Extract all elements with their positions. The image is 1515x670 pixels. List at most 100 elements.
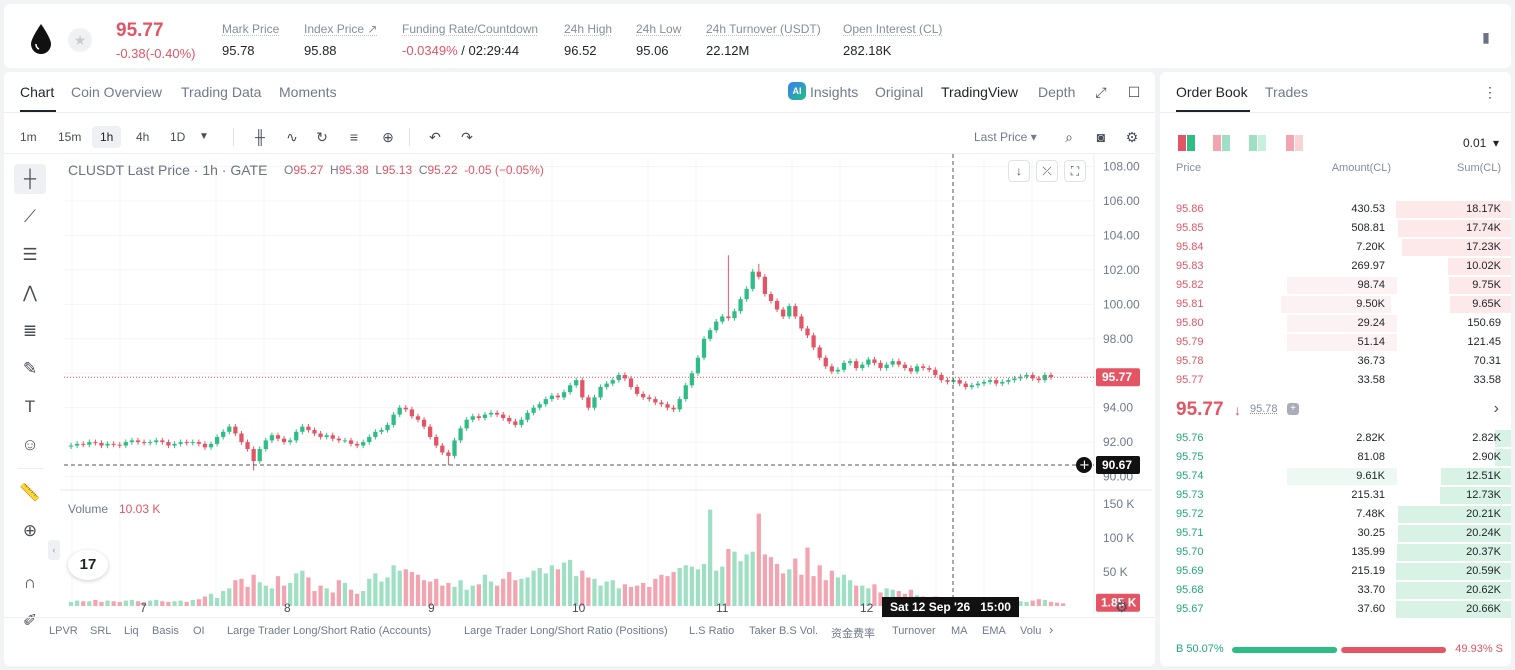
more-menu-icon[interactable]: ⋮ [1483, 84, 1497, 100]
indicator-funding-rate[interactable]: 资金费率 [831, 628, 875, 640]
ask-row[interactable]: 95.85 508.81 17.74K [1160, 219, 1511, 238]
download-icon[interactable]: ↓ [1008, 160, 1030, 182]
timeframe-4h[interactable]: 4h [136, 130, 150, 144]
candlestick-chart[interactable]: 108.00106.00104.00102.00100.0098.0096.00… [60, 154, 1152, 614]
ask-row[interactable]: 95.81 9.50K 9.65K [1160, 295, 1511, 314]
window-icon[interactable]: ☐ [1127, 84, 1141, 100]
zoom-in-tool-icon[interactable]: ⊕ [22, 521, 38, 540]
camera-icon[interactable]: ◙ [1096, 129, 1106, 145]
ask-row[interactable]: 95.77 33.58 33.58 [1160, 371, 1511, 390]
bid-row[interactable]: 95.69 215.19 20.59K [1160, 562, 1511, 581]
view-depth[interactable]: Depth [1038, 84, 1076, 100]
ask-row[interactable]: 95.84 7.20K 17.23K [1160, 238, 1511, 257]
ask-row[interactable]: 95.83 269.97 10.02K [1160, 257, 1511, 276]
ask-row[interactable]: 95.80 29.24 150.69 [1160, 314, 1511, 333]
view-tradingview[interactable]: TradingView [941, 84, 1019, 100]
magnet-tool-icon[interactable]: ∩ [23, 573, 37, 592]
timeframe-1h[interactable]: 1h [92, 126, 122, 148]
bid-row[interactable]: 95.67 37.60 20.66K [1160, 600, 1511, 619]
candle-body [756, 271, 761, 277]
ask-row[interactable]: 95.82 98.74 9.75K [1160, 276, 1511, 295]
timeframe-1m[interactable]: 1m [20, 130, 37, 144]
timeframe-1d[interactable]: 1D [170, 130, 186, 144]
compare-icon[interactable]: ↻ [316, 129, 328, 145]
timeframe-15m[interactable]: 15m [58, 130, 82, 144]
indicator-trader-ratio-positions[interactable]: Large Trader Long/Short Ratio (Positions… [464, 625, 668, 637]
bid-row[interactable]: 95.75 81.08 2.90K [1160, 448, 1511, 467]
candle-body [933, 369, 938, 375]
favorite-star-icon[interactable]: ★ [68, 28, 92, 52]
brush-tool-icon[interactable]: ✎ [22, 359, 38, 378]
bid-row[interactable]: 95.76 2.82K 2.82K [1160, 429, 1511, 448]
view-original[interactable]: Original [875, 84, 924, 100]
mode-bids-icon[interactable] [1249, 135, 1267, 151]
tab-coin-overview[interactable]: Coin Overview [71, 84, 163, 100]
volume-bar [647, 586, 652, 606]
indicator-srl[interactable]: SRL [90, 625, 112, 637]
indicator-taker-vol[interactable]: Taker B.S Vol. [749, 625, 819, 637]
bid-row[interactable]: 95.71 30.25 20.24K [1160, 524, 1511, 543]
redo-icon[interactable]: ↷ [461, 129, 473, 145]
bid-row[interactable]: 95.74 9.61K 12.51K [1160, 467, 1511, 486]
indicator-ma[interactable]: MA [951, 625, 968, 637]
expand-icon[interactable]: ⤢ [1095, 84, 1107, 100]
text-tool-icon[interactable]: T [24, 397, 36, 416]
template-icon[interactable]: ≡ [349, 129, 359, 145]
fib-tool-icon[interactable]: ≣ [22, 321, 38, 340]
volume-bar [866, 588, 871, 606]
search-icon[interactable]: ⌕ [1065, 129, 1073, 145]
indicator-ls-ratio[interactable]: L.S Ratio [689, 625, 735, 637]
undo-icon[interactable]: ↶ [429, 129, 441, 145]
bid-row[interactable]: 95.70 135.99 20.37K [1160, 543, 1511, 562]
guide-book-icon[interactable]: ▮ [1482, 29, 1490, 45]
pattern-tool-icon[interactable]: ⋀ [23, 283, 37, 302]
indicator-ema[interactable]: EMA [982, 625, 1006, 637]
indicator-basis[interactable]: Basis [152, 625, 179, 637]
tab-order-book[interactable]: Order Book [1176, 84, 1248, 100]
indicator-volume[interactable]: Volu [1020, 625, 1042, 637]
chevron-right-icon[interactable]: › [1493, 400, 1499, 417]
mode-asks-icon[interactable] [1286, 135, 1304, 151]
candle-body [123, 442, 128, 446]
indicator-oi[interactable]: OI [193, 625, 205, 637]
fullscreen-icon[interactable]: ⛶ [1064, 160, 1086, 182]
view-insights[interactable]: Insights [810, 84, 859, 100]
tab-chart[interactable]: Chart [20, 84, 55, 100]
candle-body [312, 430, 317, 434]
candle-type-icon[interactable]: ╫ [255, 129, 265, 145]
stat-index-price[interactable]: Index Price ↗ 95.88 [304, 22, 377, 58]
ask-row[interactable]: 95.78 36.73 70.31 [1160, 352, 1511, 371]
crosshair-tool-icon[interactable]: ┼ [14, 164, 46, 194]
chevron-down-icon[interactable]: ▼ [199, 131, 209, 142]
tab-trades[interactable]: Trades [1265, 84, 1309, 100]
tradingview-logo[interactable]: 17 [68, 550, 108, 580]
bid-row[interactable]: 95.72 7.48K 20.21K [1160, 505, 1511, 524]
indicator-turnover[interactable]: Turnover [892, 625, 936, 637]
bid-row[interactable]: 95.68 33.70 20.62K [1160, 581, 1511, 600]
indicators-icon[interactable]: ∿ [286, 129, 298, 145]
chevron-right-icon[interactable]: › [1049, 622, 1054, 637]
axis-settings-icon[interactable]: ⚙ [1115, 599, 1129, 616]
ruler-tool-icon[interactable]: 📏 [19, 483, 41, 502]
indicator-trader-ratio-accounts[interactable]: Large Trader Long/Short Ratio (Accounts) [227, 625, 432, 637]
bid-row[interactable]: 95.73 215.31 12.73K [1160, 486, 1511, 505]
emoji-tool-icon[interactable]: ☺ [21, 435, 39, 454]
ask-row[interactable]: 95.86 430.53 18.17K [1160, 200, 1511, 219]
indicator-lpvr[interactable]: LPVR [49, 625, 78, 637]
ask-row[interactable]: 95.79 51.14 121.45 [1160, 333, 1511, 352]
parallel-lines-tool-icon[interactable]: ☰ [22, 245, 38, 264]
mode-split-icon[interactable] [1213, 135, 1231, 151]
candle-body [178, 442, 183, 444]
indicator-liq[interactable]: Liq [124, 625, 139, 637]
trend-line-tool-icon[interactable]: ⟋ [24, 207, 36, 226]
add-alert-icon[interactable]: ⊕ [382, 129, 394, 145]
lock-draw-tool-icon[interactable]: ✐ [22, 611, 38, 630]
tab-trading-data[interactable]: Trading Data [181, 84, 262, 100]
tick-size-select[interactable]: 0.01 ▾ [1462, 136, 1499, 150]
settings-gear-icon[interactable]: ⚙ [1125, 129, 1139, 145]
collapse-toolbar-icon[interactable]: ‹ [48, 540, 60, 560]
tab-moments[interactable]: Moments [279, 84, 337, 100]
mode-both-icon[interactable] [1178, 135, 1196, 151]
collapse-icon[interactable]: ⤫ [1036, 160, 1058, 182]
price-source-select[interactable]: Last Price ▾ [974, 130, 1037, 144]
